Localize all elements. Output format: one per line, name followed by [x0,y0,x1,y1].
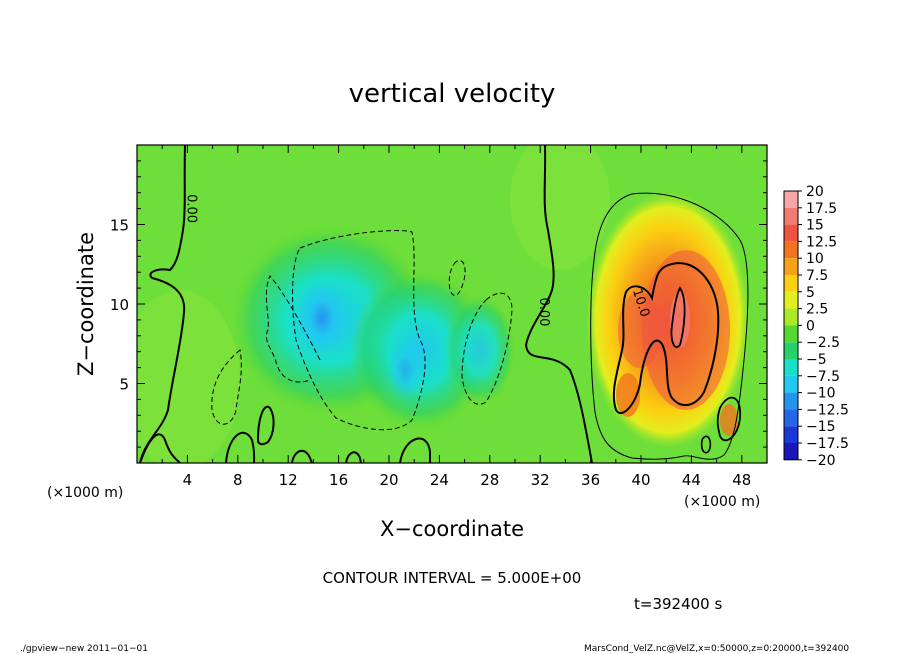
x-tick-label: 20 [379,471,398,489]
x-unit-label-right: (×1000 m) [684,494,760,510]
colorbar-label: 7.5 [806,268,828,284]
colorbar-label: −12.5 [806,402,849,418]
colorbar-label: 2.5 [806,302,828,318]
x-tick-label: 28 [480,471,499,489]
colorbar-swatch [784,241,798,259]
y-tick-label: 5 [119,376,129,394]
colorbar-label: −15 [806,419,836,435]
heatmap-field [137,145,767,463]
x-tick-label: 36 [581,471,600,489]
x-unit-label-left: (×1000 m) [47,485,123,501]
x-tick-label: 8 [233,471,243,489]
colorbar-swatch [784,359,798,376]
contour-label: 0.00 [183,194,198,223]
y-tick-label: 15 [110,217,129,235]
colorbar-swatch [784,375,798,393]
colorbar-swatch [784,409,798,427]
contour-label: 0.00 [536,297,551,326]
colorbar-swatch [784,207,798,225]
x-tick-label: 40 [631,471,650,489]
colorbar-swatch [784,325,798,343]
colorbar-swatch [784,291,798,309]
colorbar: 2017.51512.5107.552.50−2.5−5−7.5−10−12.5… [783,184,849,469]
chart-title: vertical velocity [349,79,556,109]
time-text: t=392400 s [634,595,722,613]
x-axis-label: X−coordinate [380,517,524,541]
colorbar-swatch [784,224,798,242]
colorbar-label: −17.5 [806,436,849,452]
y-axis-label: Z−coordinate [74,232,98,376]
colorbar-swatch [784,426,798,443]
contour-lines [139,145,749,463]
x-tick-label: 32 [531,471,550,489]
x-tick-label: 16 [329,471,348,489]
colorbar-label: 5 [806,285,815,301]
colorbar-swatch [784,258,798,275]
colorbar-swatch [784,443,798,460]
colorbar-label: 20 [806,184,824,200]
colorbar-label: −10 [806,386,836,402]
y-tick-label: 10 [110,296,129,314]
colorbar-label: −5 [806,352,827,368]
colorbar-swatch [784,308,798,326]
colorbar-label: 15 [806,218,824,234]
x-tick-label: 44 [682,471,701,489]
x-tick-label: 48 [732,471,751,489]
colorbar-label: 10 [806,251,824,267]
colorbar-swatch [784,191,798,208]
colorbar-label: −2.5 [806,335,840,351]
footer-left: ./gpview−new 2011−01−01 [20,644,148,654]
colorbar-label: 0 [806,318,815,334]
colorbar-swatch [784,342,798,359]
colorbar-label: −7.5 [806,369,840,385]
colorbar-label: −20 [806,453,836,469]
x-axis-ticks: 4 8 12 16 20 24 28 32 36 40 44 48 [161,145,751,489]
x-tick-label: 24 [430,471,449,489]
colorbar-label: 12.5 [806,234,837,250]
colorbar-label: 17.5 [806,201,837,217]
footer-right: MarsCond_VelZ.nc@VelZ,x=0:50000,z=0:2000… [584,644,849,654]
colorbar-swatch [784,275,798,292]
contour-interval-text: CONTOUR INTERVAL = 5.000E+00 [323,569,582,587]
colorbar-swatch [784,392,798,410]
y-axis-ticks: 5 10 15 [110,160,767,448]
x-tick-label: 12 [279,471,298,489]
x-tick-label: 4 [183,471,193,489]
